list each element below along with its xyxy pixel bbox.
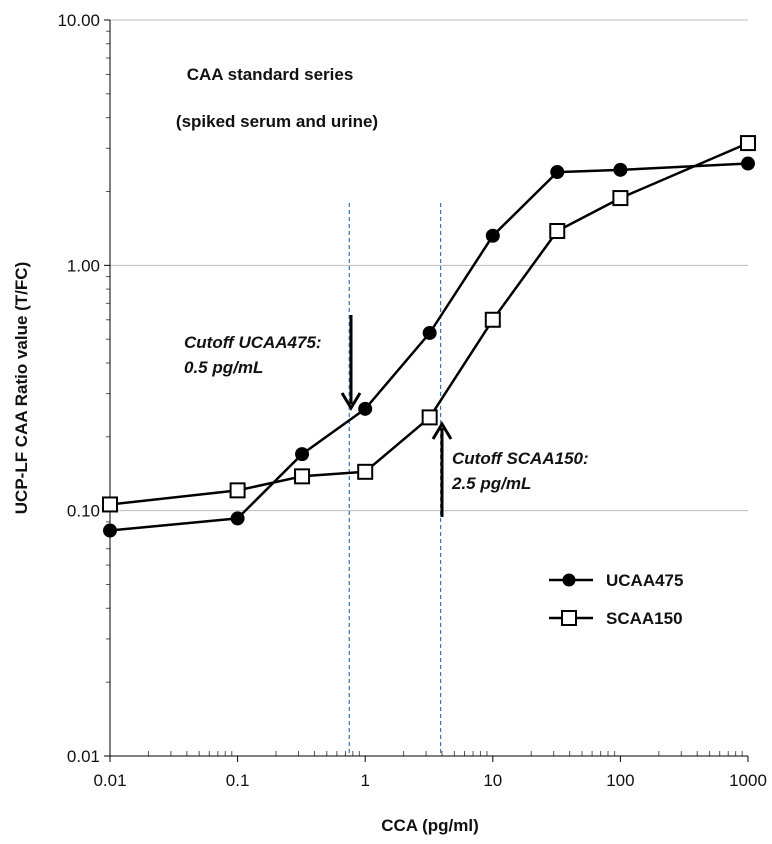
data-point-ucaa475: [422, 325, 437, 340]
data-point-ucaa475: [485, 228, 500, 243]
data-point-scaa150: [740, 135, 756, 152]
grid-lines: [110, 19, 748, 512]
series-line-scaa150: [109, 141, 749, 506]
legend-ucaa475-marker: [562, 573, 576, 587]
data-point-scaa150: [102, 496, 118, 513]
x-tick-label: 0.01: [93, 771, 126, 790]
cutoff-ucaa475-label-line1: Cutoff UCAA475:: [184, 333, 322, 352]
cutoff-scaa150-label-line2: 2.5 pg/mL: [451, 474, 531, 493]
y-tick-label: 1.00: [67, 256, 100, 275]
y-axis-title: UCP-LF CAA Ratio value (T/FC): [12, 262, 31, 514]
y-tick-label: 0.10: [67, 502, 100, 521]
data-point-scaa150: [421, 409, 438, 426]
cutoff-arrow-up-head: [431, 421, 453, 440]
x-tick-label: 0.1: [226, 771, 250, 790]
cutoff-ucaa475-label-line2: 0.5 pg/mL: [184, 358, 263, 377]
data-point-ucaa475: [230, 511, 245, 526]
x-tick-label: 1: [360, 771, 369, 790]
data-point-ucaa475: [550, 165, 565, 180]
annotation-title-line2: (spiked serum and urine): [176, 112, 378, 131]
cutoff-scaa150-label-line1: Cutoff SCAA150:: [452, 449, 589, 468]
data-point-ucaa475: [358, 401, 373, 416]
data-point-ucaa475: [295, 447, 310, 462]
x-tick-label: 10: [483, 771, 502, 790]
data-point-scaa150: [229, 482, 246, 499]
x-tick-labels: 0.01 0.1 1 10 100 1000: [93, 771, 766, 790]
x-tick-label: 100: [606, 771, 634, 790]
data-point-scaa150: [357, 463, 374, 480]
data-point-scaa150: [612, 190, 629, 207]
minor-ticks: [104, 19, 749, 762]
axes: [109, 20, 748, 757]
data-point-scaa150: [549, 223, 566, 240]
data-point-ucaa475: [103, 523, 117, 538]
legend-ucaa475-label: UCAA475: [606, 571, 683, 590]
y-tick-label: 10.00: [57, 11, 100, 30]
data-point-ucaa475: [741, 156, 755, 171]
series-markers: [102, 135, 756, 538]
cutoff-arrow-down-head: [340, 392, 362, 411]
data-point-scaa150: [294, 468, 311, 485]
legend: UCAA475 SCAA150: [549, 571, 683, 628]
y-tick-labels: 0.01 0.10 1.00 10.00: [57, 11, 100, 766]
annotation-title-line1: CAA standard series: [187, 65, 354, 84]
legend-scaa150-marker: [561, 610, 577, 626]
x-axis-title: CCA (pg/ml): [381, 816, 479, 835]
data-point-ucaa475: [613, 162, 628, 177]
x-tick-label: 1000: [729, 771, 767, 790]
legend-scaa150-label: SCAA150: [606, 609, 683, 628]
cutoff-lines: [340, 203, 453, 756]
y-tick-label: 0.01: [67, 747, 100, 766]
data-point-scaa150: [484, 311, 501, 328]
